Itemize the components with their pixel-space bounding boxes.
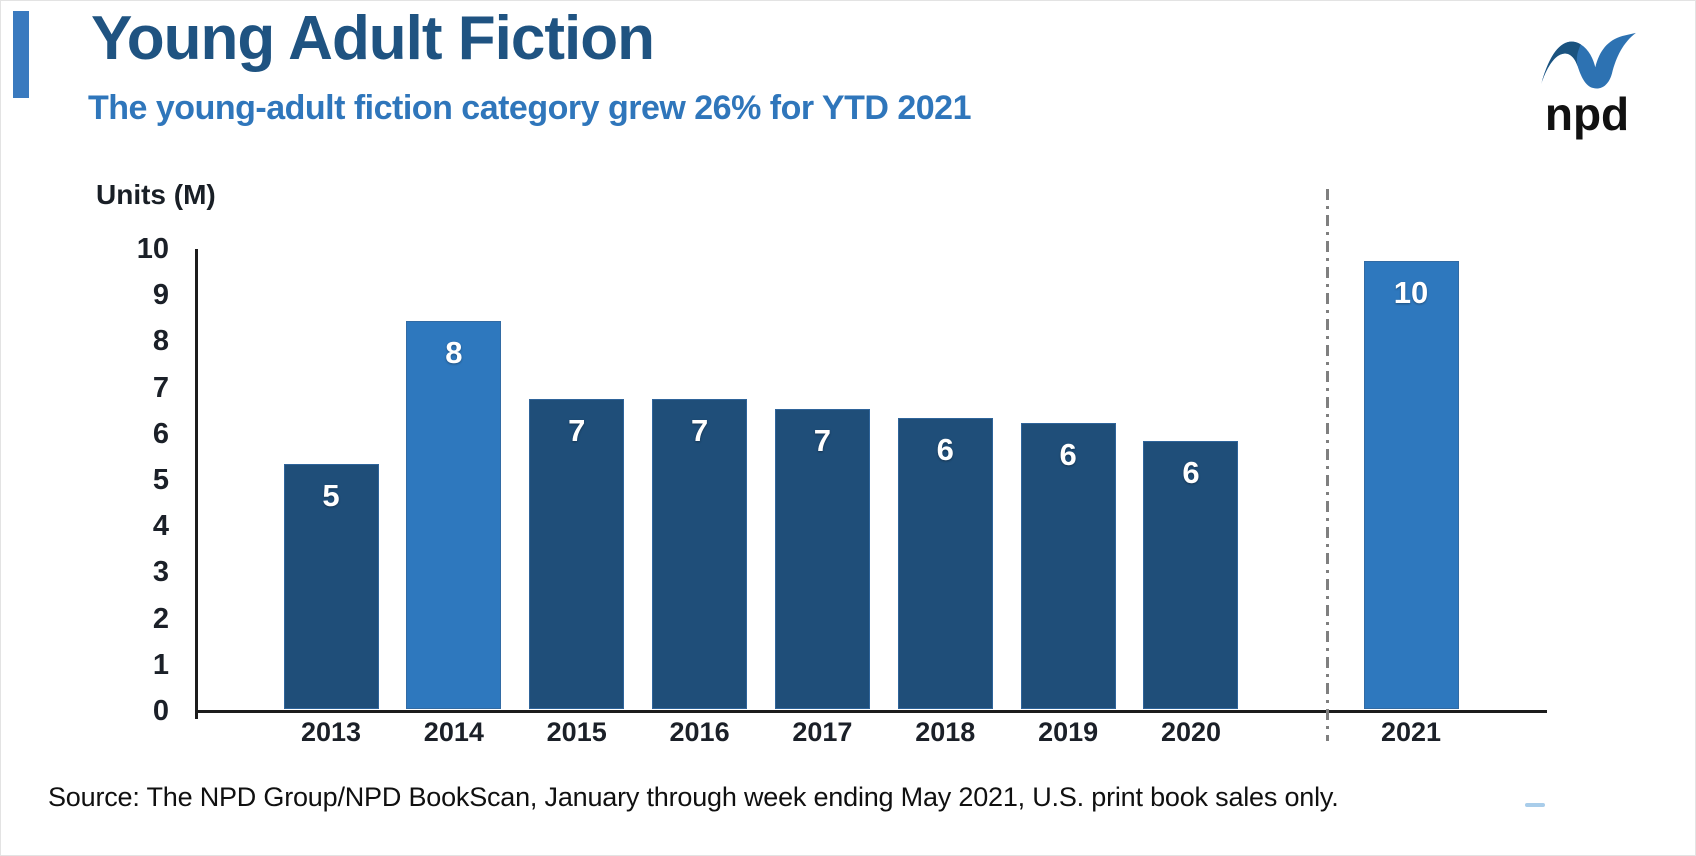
y-axis-tick-2: 2 (152, 602, 169, 635)
y-axis-tick-4: 4 (152, 510, 169, 543)
x-axis-label-2014: 2014 (423, 717, 484, 747)
x-axis-label-2017: 2017 (792, 717, 853, 747)
page-title: Young Adult Fiction (91, 4, 655, 73)
bar-value-label-2017: 7 (813, 423, 832, 458)
bar-2017: 7 (774, 409, 870, 709)
y-axis-tick-7: 7 (152, 371, 169, 404)
bar-value-label-2016: 7 (690, 413, 709, 448)
npd-ribbon-icon (1541, 32, 1636, 89)
bar-2021: 10 (1363, 261, 1459, 709)
title-accent-bar (13, 11, 29, 98)
page-subtitle: The young-adult fiction category grew 26… (88, 89, 972, 127)
bar-2016: 7 (652, 399, 748, 709)
ytd-divider-line (1326, 189, 1329, 741)
bar-2020: 6 (1143, 441, 1239, 709)
bar-value-label-2020: 6 (1182, 455, 1200, 490)
bar-value-label-2019: 6 (1059, 437, 1077, 472)
bar-2014: 8 (406, 321, 502, 709)
bar-2015: 7 (529, 399, 625, 709)
bar-2018: 6 (897, 418, 993, 709)
y-axis-tick-0: 0 (152, 695, 169, 727)
y-axis-line (195, 249, 198, 719)
bar-2013: 5 (283, 464, 379, 709)
y-axis-tick-3: 3 (152, 556, 169, 589)
npd-logo: npd (1525, 29, 1649, 151)
source-note: Source: The NPD Group/NPD BookScan, Janu… (48, 782, 1339, 812)
x-axis-line (195, 710, 1547, 713)
x-axis-label-2016: 2016 (669, 717, 730, 747)
y-axis-tick-8: 8 (152, 325, 169, 358)
x-axis-label-2021: 2021 (1380, 717, 1442, 747)
bar-value-label-2021: 10 (1393, 275, 1429, 310)
bar-value-label-2013: 5 (322, 478, 340, 513)
y-axis-tick-10: 10 (136, 233, 169, 265)
y-axis-tick-1: 1 (152, 648, 169, 681)
y-axis-tick-6: 6 (152, 417, 169, 450)
x-axis-label-2020: 2020 (1160, 717, 1222, 747)
y-axis-tick-9: 9 (152, 279, 169, 312)
small-blue-dash-artifact (1525, 803, 1545, 807)
bar-value-label-2015: 7 (568, 413, 586, 448)
x-axis-label-2018: 2018 (915, 717, 976, 747)
bar-2019: 6 (1020, 423, 1116, 709)
x-axis-label-2019: 2019 (1038, 717, 1099, 747)
x-axis-label-2013: 2013 (300, 717, 362, 747)
bar-value-label-2018: 6 (936, 432, 954, 467)
npd-logo-text: npd (1544, 88, 1630, 140)
y-axis-tick-5: 5 (152, 464, 169, 496)
x-axis-label-2015: 2015 (546, 717, 607, 747)
bar-value-label-2014: 8 (445, 335, 463, 370)
y-axis-title: Units (M) (96, 179, 216, 210)
